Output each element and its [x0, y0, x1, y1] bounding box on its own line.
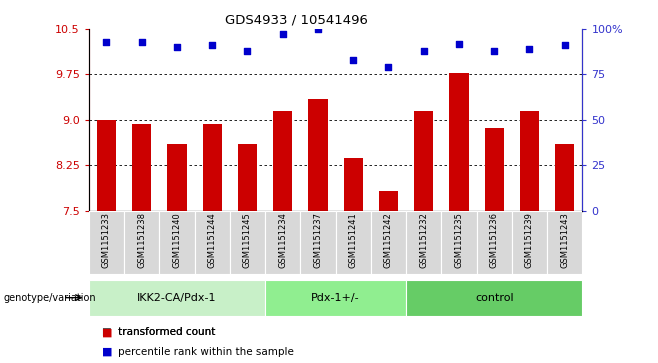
Text: GSM1151240: GSM1151240: [172, 212, 182, 268]
Bar: [265, 211, 300, 274]
Point: [383, 64, 393, 70]
Point: [207, 42, 217, 48]
Bar: [484, 128, 504, 211]
Bar: [195, 211, 230, 274]
Bar: [273, 111, 292, 211]
Bar: [371, 211, 406, 274]
Bar: [203, 124, 222, 211]
Bar: [406, 211, 442, 274]
Bar: [343, 158, 363, 211]
Bar: [97, 120, 116, 211]
Text: GSM1151232: GSM1151232: [419, 212, 428, 268]
Text: GSM1151235: GSM1151235: [455, 212, 463, 268]
Point: [454, 41, 465, 46]
Bar: [442, 211, 476, 274]
Point: [524, 46, 535, 52]
Text: ■: ■: [102, 347, 113, 357]
Bar: [308, 99, 328, 211]
Bar: [520, 111, 539, 211]
Point: [136, 39, 147, 45]
Point: [101, 39, 112, 45]
Bar: [238, 144, 257, 211]
Text: GSM1151237: GSM1151237: [313, 212, 322, 269]
Bar: [89, 280, 265, 316]
Text: GSM1151244: GSM1151244: [208, 212, 216, 268]
Point: [489, 48, 499, 54]
Bar: [406, 280, 582, 316]
Bar: [132, 124, 151, 211]
Bar: [89, 211, 124, 274]
Point: [559, 42, 570, 48]
Text: GSM1151233: GSM1151233: [102, 212, 111, 269]
Bar: [414, 111, 434, 211]
Text: GSM1151234: GSM1151234: [278, 212, 287, 268]
Bar: [159, 211, 195, 274]
Text: ■: ■: [102, 327, 113, 337]
Text: GSM1151236: GSM1151236: [490, 212, 499, 269]
Text: Pdx-1+/-: Pdx-1+/-: [311, 293, 360, 303]
Point: [242, 48, 253, 54]
Text: ■  transformed count: ■ transformed count: [102, 327, 215, 337]
Text: GSM1151239: GSM1151239: [525, 212, 534, 268]
Bar: [167, 144, 187, 211]
Bar: [547, 211, 582, 274]
Text: GSM1151242: GSM1151242: [384, 212, 393, 268]
Text: GSM1151245: GSM1151245: [243, 212, 252, 268]
Text: control: control: [475, 293, 513, 303]
Bar: [265, 280, 406, 316]
Text: GSM1151238: GSM1151238: [138, 212, 146, 269]
Text: GSM1151243: GSM1151243: [560, 212, 569, 268]
Bar: [449, 73, 468, 211]
Bar: [230, 211, 265, 274]
Text: genotype/variation: genotype/variation: [3, 293, 96, 303]
Point: [313, 26, 323, 32]
Bar: [300, 211, 336, 274]
Text: percentile rank within the sample: percentile rank within the sample: [118, 347, 294, 357]
Text: IKK2-CA/Pdx-1: IKK2-CA/Pdx-1: [138, 293, 216, 303]
Title: GDS4933 / 10541496: GDS4933 / 10541496: [224, 13, 368, 26]
Point: [172, 44, 182, 50]
Bar: [555, 144, 574, 211]
Bar: [124, 211, 159, 274]
Bar: [512, 211, 547, 274]
Bar: [476, 211, 512, 274]
Bar: [336, 211, 371, 274]
Text: transformed count: transformed count: [118, 327, 216, 337]
Point: [278, 32, 288, 37]
Point: [348, 57, 359, 63]
Text: GSM1151241: GSM1151241: [349, 212, 358, 268]
Point: [418, 48, 429, 54]
Bar: [379, 191, 398, 211]
